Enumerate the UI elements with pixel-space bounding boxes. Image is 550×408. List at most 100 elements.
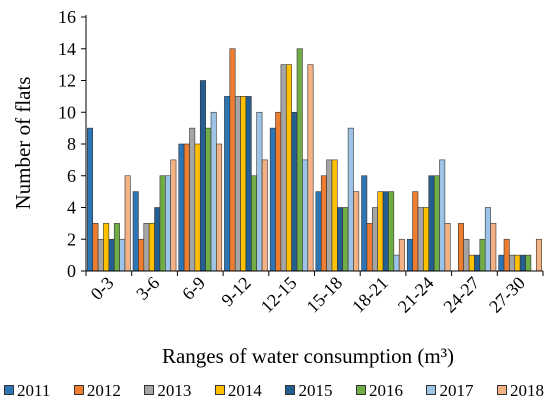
bar-2016-15-18 — [342, 207, 349, 272]
bar-2015-27-30 — [519, 254, 526, 272]
bar-2015-6-9 — [199, 80, 206, 272]
legend-item-2014: 2014 — [214, 380, 262, 400]
bar-2018-3-6 — [170, 159, 177, 272]
legend-item-2012: 2012 — [73, 380, 121, 400]
x-tick-label-18-21: 18-21 — [348, 273, 392, 317]
legend-swatch-2011 — [4, 385, 14, 395]
bar-2015-18-21 — [382, 191, 389, 272]
legend-swatch-2014 — [214, 385, 225, 395]
bar-2013-12-15 — [280, 64, 287, 272]
bar-2018-9-12 — [261, 159, 268, 272]
x-tick-label-6-9: 6-9 — [178, 273, 209, 304]
x-tick-label-12-15: 12-15 — [257, 273, 301, 317]
bar-2014-21-24 — [423, 207, 430, 272]
y-tick-label-10: 10 — [58, 102, 76, 122]
bar-2017-9-12 — [256, 111, 263, 272]
bar-2013-9-12 — [234, 96, 241, 272]
bar-2015-12-15 — [291, 111, 298, 272]
bar-2011-15-18 — [315, 191, 322, 272]
x-tick-label-27-30: 27-30 — [485, 273, 529, 317]
bar-2011-6-9 — [178, 143, 185, 272]
legend-swatch-2013 — [144, 385, 155, 395]
bar-2011-12-15 — [269, 127, 276, 272]
y-tick-label-12: 12 — [58, 71, 76, 91]
bar-2013-24-27 — [463, 238, 470, 272]
x-tick-label-24-27: 24-27 — [439, 273, 483, 317]
legend-item-2013: 2013 — [144, 382, 191, 399]
legend-swatch-2012 — [73, 385, 84, 395]
bar-2018-18-21 — [398, 238, 405, 272]
bar-2015-24-27 — [474, 254, 481, 272]
legend: 2011 2012 2013 2014 2015 2016 2017 2018 — [0, 378, 550, 402]
bar-2016-0-3 — [113, 223, 120, 272]
bar-2014-6-9 — [194, 143, 201, 272]
x-tick-label-15-18: 15-18 — [302, 273, 346, 317]
bar-2015-0-3 — [108, 238, 115, 272]
bar-2017-21-24 — [439, 159, 446, 272]
legend-swatch-2016 — [355, 385, 366, 395]
bar-2015-21-24 — [428, 175, 435, 272]
x-axis-title: Ranges of water consumption (m³) — [162, 344, 454, 368]
y-tick-label-8: 8 — [67, 134, 76, 154]
bar-2014-0-3 — [103, 223, 110, 272]
bar-2013-6-9 — [189, 127, 196, 272]
bar-2016-21-24 — [433, 175, 440, 272]
x-tick-label-21-24: 21-24 — [394, 273, 438, 317]
bar-2012-6-9 — [183, 143, 190, 272]
plot-area: 0 2 4 6 8 10 12 14 16 0-3 3-6 6-9 9-12 12-15 15-18 18-2… — [58, 7, 544, 317]
chart: Number of flats Ranges of water consumpt… — [11, 7, 544, 368]
bar-2014-24-27 — [468, 254, 475, 272]
bar-2012-18-21 — [366, 223, 373, 272]
y-axis-title: Number of flats — [11, 77, 35, 210]
bar-2018-24-27 — [490, 223, 497, 272]
bar-2012-21-24 — [412, 191, 419, 272]
bar-2012-24-27 — [458, 223, 465, 272]
legend-item-2018: 2018 — [496, 380, 544, 400]
bar-2015-9-12 — [245, 96, 252, 272]
bar-2016-27-30 — [525, 254, 532, 272]
bar-2011-27-30 — [498, 254, 505, 272]
x-tick-label-0-3: 0-3 — [87, 273, 118, 304]
legend-item-2015: 2015 — [285, 382, 332, 399]
y-tick-label-0: 0 — [67, 261, 76, 281]
bar-2017-3-6 — [165, 175, 171, 272]
bar-2013-18-21 — [371, 207, 378, 272]
bar-2014-18-21 — [377, 191, 384, 272]
bar-2014-15-18 — [331, 159, 338, 272]
bar-2016-12-15 — [296, 48, 303, 272]
bar-2017-15-18 — [347, 127, 354, 272]
bar-2018-27-30 — [535, 238, 542, 272]
bar-2012-12-15 — [275, 111, 282, 272]
bar-2014-12-15 — [285, 64, 292, 272]
bar-2017-6-9 — [210, 111, 217, 272]
bar-2012-3-6 — [138, 238, 145, 272]
legend-label-2011: 2011 — [17, 380, 51, 400]
legend-label-2018: 2018 — [509, 380, 544, 400]
bar-2018-0-3 — [124, 175, 131, 272]
bar-2011-0-3 — [87, 127, 94, 272]
bar-2018-6-9 — [216, 143, 223, 272]
bar-2016-18-21 — [388, 191, 395, 272]
y-tick-label-16: 16 — [58, 7, 76, 27]
bar-2013-21-24 — [417, 207, 424, 272]
legend-item-2011: 2011 — [4, 382, 50, 399]
bar-2016-6-9 — [205, 127, 212, 272]
y-tick-label-2: 2 — [67, 229, 76, 249]
legend-label-2017: 2017 — [439, 380, 474, 400]
x-tick-label-9-12: 9-12 — [217, 273, 254, 310]
bar-2017-0-3 — [119, 238, 126, 272]
bar-2017-18-21 — [393, 254, 400, 272]
bar-2012-0-3 — [92, 223, 99, 272]
bar-2013-15-18 — [326, 159, 333, 272]
legend-label-2014: 2014 — [227, 380, 262, 400]
bar-2015-15-18 — [337, 207, 344, 272]
legend-swatch-2018 — [496, 385, 507, 395]
bar-2011-21-24 — [406, 238, 413, 272]
legend-item-2016: 2016 — [355, 382, 403, 399]
legend-label-2012: 2012 — [86, 380, 121, 400]
bar-2013-27-30 — [509, 254, 516, 272]
bar-2013-0-3 — [97, 238, 104, 272]
bar-2018-15-18 — [353, 191, 360, 272]
legend-swatch-2017 — [426, 385, 437, 395]
bar-2014-3-6 — [148, 223, 155, 272]
